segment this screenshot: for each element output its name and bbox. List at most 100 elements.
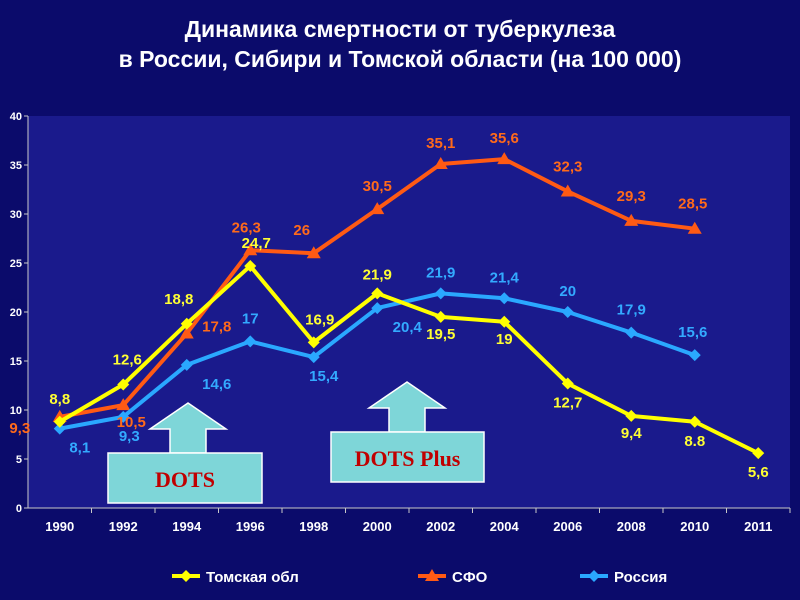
marker-tomsk (688, 415, 701, 428)
data-label-sfo: 29,3 (617, 188, 646, 205)
x-tick-label: 1998 (299, 519, 328, 534)
data-label-tomsk: 18,8 (164, 291, 193, 308)
chart-title: Динамика смертности от туберкулеза в Рос… (0, 14, 800, 74)
data-label-sfo: 10,5 (117, 414, 146, 431)
x-tick-label: 2011 (744, 519, 772, 534)
data-label-russia: 15,4 (309, 368, 339, 385)
marker-russia (117, 410, 130, 423)
marker-russia (371, 302, 384, 315)
data-label-russia: 8,1 (69, 440, 90, 457)
annotation-text: DOTS (155, 467, 215, 492)
marker-tomsk (561, 377, 574, 390)
y-tick-label: 35 (10, 160, 22, 172)
x-tick-label: 1996 (236, 519, 265, 534)
marker-tomsk (244, 259, 257, 272)
data-label-tomsk: 21,9 (363, 266, 392, 283)
marker-russia (434, 287, 447, 300)
data-label-russia: 15,6 (678, 324, 707, 341)
marker-sfo (370, 202, 385, 215)
marker-russia (688, 349, 701, 362)
x-tick-label: 1994 (172, 519, 202, 534)
data-label-tomsk: 19,5 (426, 326, 455, 343)
marker-sfo (179, 326, 194, 339)
x-tick-label: 1990 (45, 519, 74, 534)
x-tick-label: 1992 (109, 519, 138, 534)
x-tick-label: 2008 (617, 519, 646, 534)
marker-russia (180, 358, 193, 371)
y-tick-label: 30 (10, 209, 22, 221)
y-tick-label: 25 (10, 258, 22, 270)
marker-tomsk (434, 310, 447, 323)
marker-russia (588, 570, 600, 582)
marker-sfo (243, 243, 258, 256)
x-tick-label: 2004 (490, 519, 520, 534)
marker-sfo (497, 152, 512, 165)
marker-sfo (425, 569, 439, 581)
marker-sfo (433, 157, 448, 170)
marker-sfo (687, 221, 702, 234)
marker-russia (561, 306, 574, 318)
x-tick-label: 2006 (553, 519, 582, 534)
data-label-sfo: 35,6 (490, 130, 519, 147)
data-label-russia: 14,6 (202, 376, 231, 393)
data-label-tomsk: 24,7 (242, 235, 271, 252)
marker-russia (53, 422, 66, 435)
data-label-sfo: 35,1 (426, 135, 455, 152)
annotation-text: DOTS Plus (355, 446, 461, 471)
marker-tomsk (752, 447, 765, 460)
y-tick-label: 5 (16, 454, 22, 466)
data-label-tomsk: 19 (496, 331, 513, 348)
y-tick-label: 15 (10, 356, 22, 368)
legend-label-russia: Россия (614, 569, 667, 586)
marker-tomsk (307, 336, 320, 349)
marker-tomsk (371, 287, 384, 300)
data-label-russia: 9,3 (119, 428, 140, 445)
data-label-russia: 21,9 (426, 264, 455, 281)
data-label-tomsk: 8.8 (684, 433, 705, 450)
annotation-box (107, 452, 263, 504)
data-label-russia: 17 (242, 310, 259, 327)
data-label-tomsk: 9,4 (621, 425, 643, 442)
title-line-2: в России, Сибири и Томской области (на 1… (118, 46, 682, 72)
marker-sfo (624, 213, 639, 226)
marker-tomsk (498, 315, 511, 328)
legend-label-tomsk: Томская обл (206, 569, 299, 586)
x-tick-label: 2002 (426, 519, 455, 534)
marker-tomsk (180, 570, 192, 582)
marker-sfo (306, 246, 321, 259)
data-label-sfo: 32,3 (553, 158, 582, 175)
y-tick-label: 20 (10, 307, 22, 319)
marker-tomsk (625, 409, 638, 422)
y-tick-label: 0 (16, 503, 22, 515)
data-label-russia: 20 (559, 283, 576, 300)
marker-sfo (116, 398, 131, 411)
marker-russia (244, 335, 257, 348)
data-label-tomsk: 12,6 (113, 352, 142, 369)
marker-tomsk (180, 317, 193, 330)
annotation-box (330, 431, 485, 483)
data-label-russia: 21,4 (490, 269, 520, 286)
marker-tomsk (53, 415, 66, 428)
x-tick-label: 2010 (680, 519, 709, 534)
data-label-tomsk: 16,9 (305, 311, 334, 328)
y-tick-label: 40 (10, 111, 22, 123)
y-tick-label: 10 (10, 405, 22, 417)
data-label-sfo: 26 (293, 222, 310, 239)
marker-russia (625, 326, 638, 339)
legend-label-sfo: СФО (452, 569, 488, 586)
marker-russia (498, 292, 511, 305)
data-label-tomsk: 8,8 (49, 391, 70, 408)
title-line-1: Динамика смертности от туберкулеза (184, 16, 616, 42)
series-line-tomsk (58, 263, 760, 455)
data-label-sfo: 26,3 (232, 219, 261, 236)
data-label-sfo: 9,3 (9, 420, 30, 437)
marker-tomsk (117, 378, 130, 391)
marker-sfo (560, 184, 575, 197)
data-label-sfo: 17,8 (202, 319, 231, 336)
data-label-sfo: 30,5 (363, 178, 392, 195)
data-label-russia: 17,9 (617, 302, 646, 319)
data-label-tomsk: 12,7 (553, 395, 582, 412)
data-label-russia: 20,4 (393, 319, 423, 336)
